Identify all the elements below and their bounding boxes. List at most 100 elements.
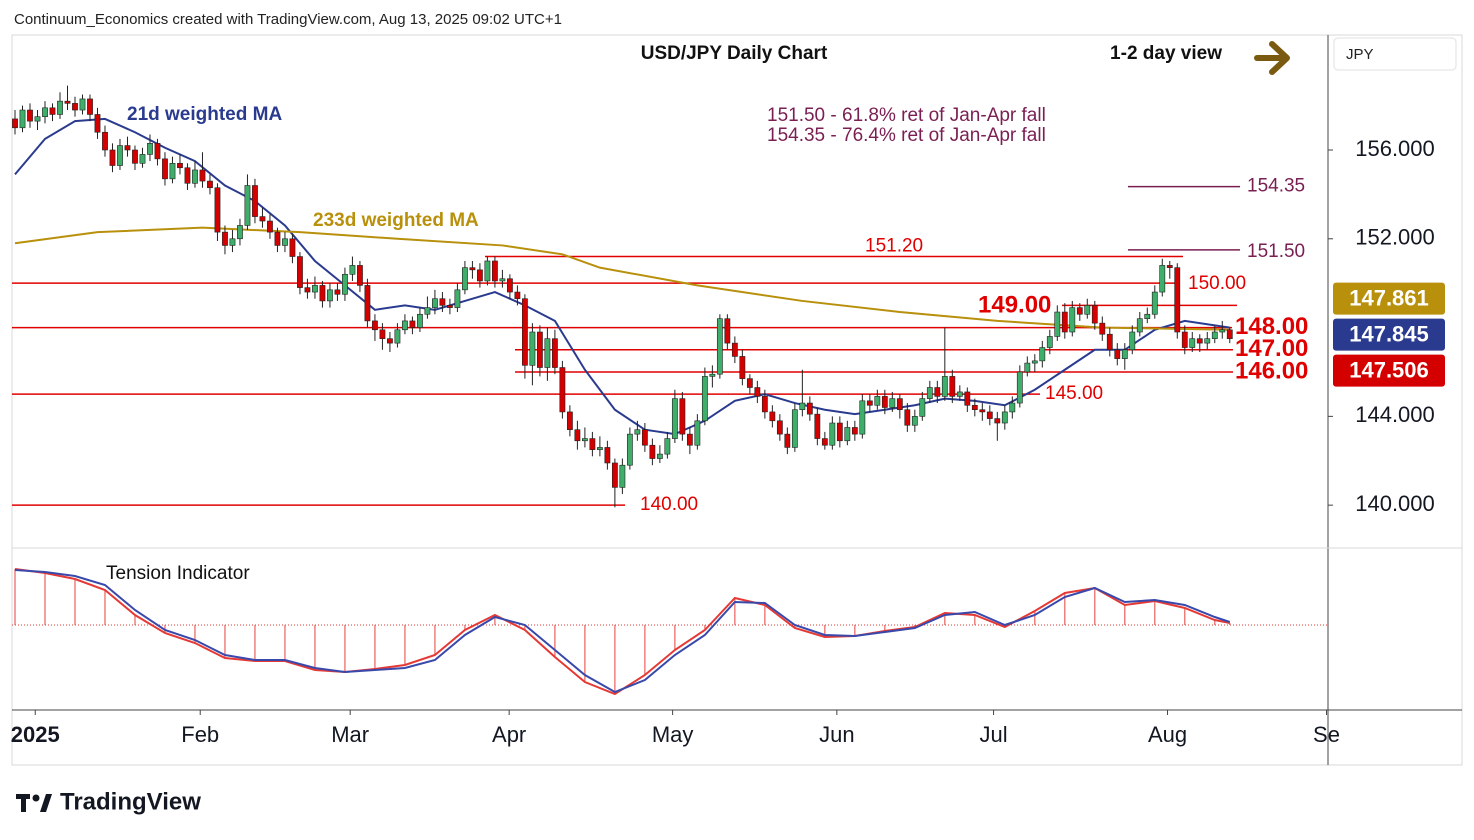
candle-body xyxy=(559,367,566,413)
candle-body xyxy=(229,238,236,246)
candle-body xyxy=(87,98,93,115)
candle-body xyxy=(731,342,738,357)
currency-box[interactable] xyxy=(1333,37,1457,71)
candle-body xyxy=(551,338,558,368)
x-tick-label: Apr xyxy=(492,722,526,747)
candle-body xyxy=(507,278,513,293)
candle-body xyxy=(784,433,791,448)
candle-body xyxy=(1001,411,1008,424)
candle-body xyxy=(477,269,483,282)
candle-body xyxy=(1076,307,1083,315)
level-label: 151.50 xyxy=(1247,241,1305,262)
candle-body xyxy=(701,376,708,422)
candle-body xyxy=(761,396,768,413)
candle-body xyxy=(334,289,341,295)
candle-body xyxy=(604,447,611,464)
candle-body xyxy=(1159,265,1166,293)
candle-body xyxy=(394,329,401,344)
tension-line xyxy=(14,568,1230,696)
level-label: 151.20 xyxy=(865,236,923,257)
candle-body xyxy=(716,318,723,375)
candle-body xyxy=(267,220,273,233)
candle-body xyxy=(746,378,753,388)
candle-body xyxy=(1219,329,1226,333)
level-label: 145.00 xyxy=(1045,383,1103,404)
candle-body xyxy=(956,391,963,397)
candle-body xyxy=(27,109,33,122)
level-label: 147.00 xyxy=(1235,335,1308,362)
candle-body xyxy=(289,238,296,257)
candle-body xyxy=(109,149,116,166)
level-label: 140.00 xyxy=(640,494,698,515)
candle-body xyxy=(439,298,446,306)
candle-body xyxy=(19,109,26,129)
candle-body xyxy=(64,100,71,104)
candle-body xyxy=(424,307,431,315)
candle-body xyxy=(1069,307,1076,333)
candle-body xyxy=(1031,360,1038,364)
candle-body xyxy=(611,462,618,488)
candle-body xyxy=(799,402,806,411)
y-tick-label: 152.000 xyxy=(1355,225,1435,250)
candle-body xyxy=(244,185,251,226)
candle-body xyxy=(1144,313,1151,319)
candle-body xyxy=(282,238,288,246)
price-label-box xyxy=(1333,318,1445,351)
candle-body xyxy=(177,163,183,169)
candle-body xyxy=(162,158,168,180)
candle-body xyxy=(364,285,371,322)
annotation: 154.35 - 76.4% ret of Jan-Apr fall xyxy=(767,125,1046,146)
candle-body xyxy=(192,169,198,184)
candle-body xyxy=(387,338,393,344)
y-tick-label: 140.000 xyxy=(1355,491,1435,516)
candle-body xyxy=(919,398,926,417)
candle-body xyxy=(979,409,986,413)
candle-body xyxy=(49,107,56,115)
candle-body xyxy=(319,285,326,302)
candle-body xyxy=(447,305,453,308)
candle-body xyxy=(1099,322,1106,335)
candle-body xyxy=(709,373,716,377)
currency[interactable]: JPY xyxy=(1346,46,1374,63)
candle-body xyxy=(814,413,821,439)
candle-body xyxy=(417,313,423,328)
indicator-title: Tension Indicator xyxy=(106,563,250,584)
candle-body xyxy=(1181,331,1188,348)
candle-body xyxy=(934,387,941,397)
price-label-box xyxy=(1333,354,1445,387)
candle-body xyxy=(79,98,86,111)
price-label-box xyxy=(1333,282,1445,315)
candle-body xyxy=(1226,329,1233,339)
x-tick-label: Feb xyxy=(181,722,219,747)
candle-body xyxy=(1114,349,1121,359)
candle-body xyxy=(1091,305,1098,324)
frame xyxy=(11,34,1463,766)
y-tick-label: 144.000 xyxy=(1355,402,1435,427)
level-label: 148.00 xyxy=(1235,313,1308,340)
candle-body xyxy=(649,444,656,459)
candle-body xyxy=(132,149,138,164)
candle-body xyxy=(566,411,573,430)
candle-body xyxy=(432,298,438,308)
y-tick-label: 156.000 xyxy=(1355,136,1435,161)
candle-body xyxy=(626,433,633,466)
candle-body xyxy=(154,143,161,160)
candle-body xyxy=(866,400,873,406)
candle-body xyxy=(102,131,108,151)
candle-body xyxy=(889,398,896,408)
chart-title: USD/JPY Daily Chart xyxy=(641,43,828,64)
candle-body xyxy=(544,338,551,368)
candle-body xyxy=(1009,402,1016,413)
x-tick-label: Aug xyxy=(1148,722,1187,747)
brand: TradingView xyxy=(60,788,201,815)
candle-body xyxy=(312,285,318,293)
level-label: 150.00 xyxy=(1188,273,1246,294)
candle-body xyxy=(896,398,903,411)
candle-body xyxy=(402,320,408,331)
candle-body xyxy=(994,418,1001,424)
candle-body xyxy=(671,398,678,439)
series-label: 21d weighted MA xyxy=(127,104,282,125)
candle-body xyxy=(124,145,131,151)
candle-body xyxy=(656,453,663,459)
candle-body xyxy=(859,400,866,435)
